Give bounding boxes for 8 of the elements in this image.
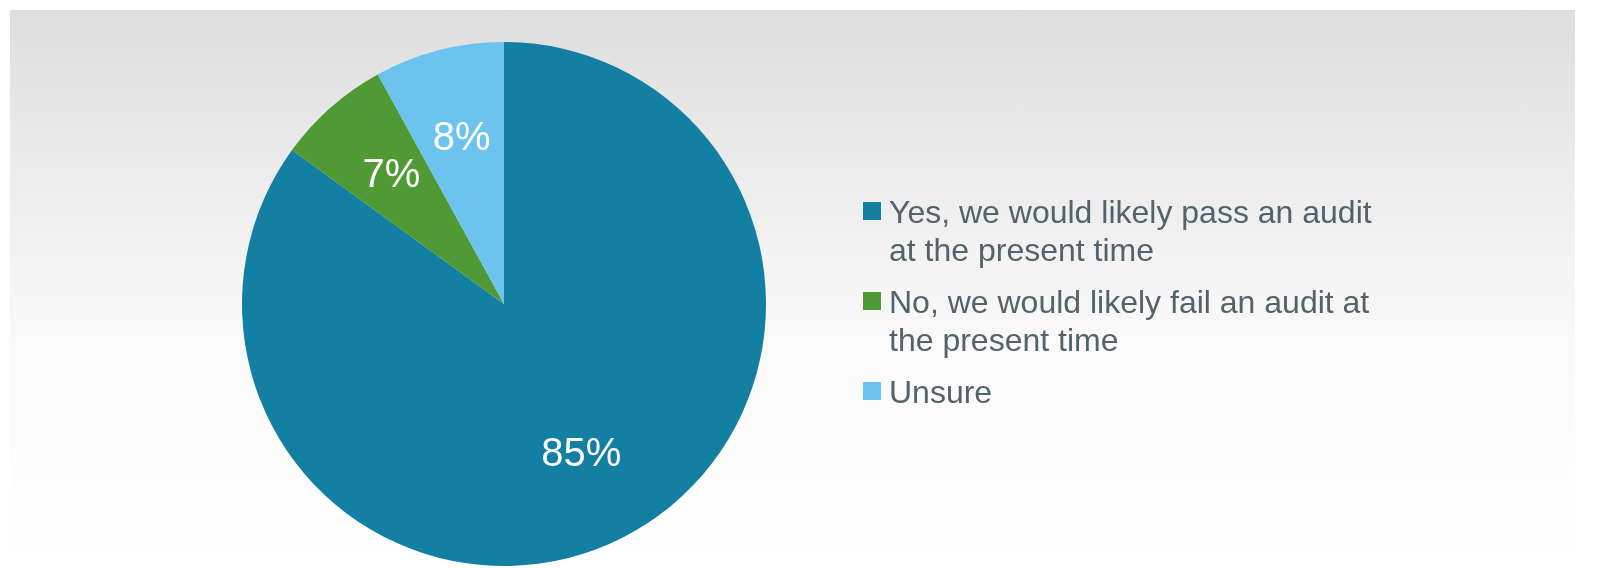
data-label: 7% bbox=[362, 150, 421, 195]
data-label: 8% bbox=[432, 113, 491, 158]
data-label: 85% bbox=[541, 430, 622, 475]
pie-slice bbox=[292, 74, 504, 304]
legend-label: Yes, we would likely pass an audit at the present time bbox=[889, 193, 1373, 269]
legend-label: No, we would likely fail an audit at the present time bbox=[889, 283, 1371, 359]
legend-label: Unsure bbox=[889, 373, 993, 411]
pie-slice bbox=[242, 42, 766, 566]
